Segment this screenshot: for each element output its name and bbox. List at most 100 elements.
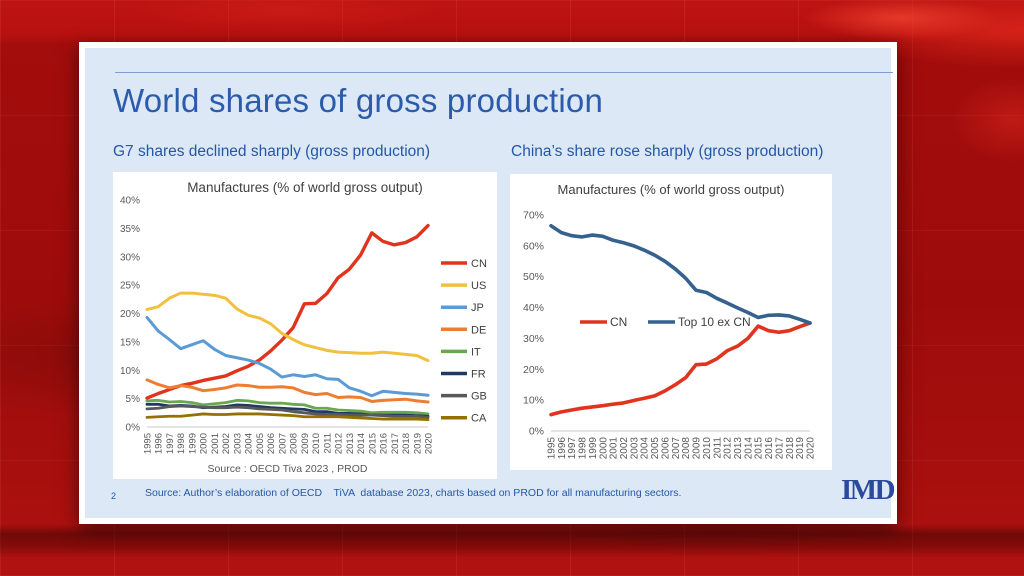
chart-title: Manufactures (% of world gross output) [187,180,423,195]
x-tick-label: 2017 [390,433,401,454]
chart-panel-china: Manufactures (% of world gross output) 0%… [510,174,832,470]
x-tick-label: 2008 [681,437,692,460]
series-line-DE [145,378,430,404]
subtitle-china: China’s share rose sharply (gross produc… [511,143,824,160]
page-number: 2 [111,491,117,501]
x-tick-label: 2014 [356,433,367,454]
series-line-CN [549,321,812,417]
y-tick-label: 20% [120,309,140,320]
x-tick-label: 1998 [578,437,589,460]
y-tick-label: 0% [126,423,141,434]
y-tick-label: 30% [120,252,140,263]
slide-card: World shares of gross production G7 shar… [79,42,897,524]
y-tick-label: 5% [126,394,141,405]
x-tick-label: 2011 [322,433,333,453]
x-tick-label: 2004 [244,433,255,454]
x-tick-label: 2003 [629,437,640,460]
x-tick-label: 2015 [367,433,378,454]
y-tick-label: 60% [523,240,544,252]
x-tick-label: 2003 [232,433,243,454]
series-line-CA [145,412,430,422]
x-tick-label: 2019 [795,437,806,460]
x-tick-label: 2007 [277,433,288,454]
x-tick-label: 1996 [154,433,165,454]
footer-source: Source: Author’s elaboration of OECD TiV… [145,487,682,499]
legend-label-JP: JP [471,302,484,314]
y-tick-label: 15% [120,337,140,348]
imd-logo: IMD [841,474,896,506]
x-tick-label: 1995 [143,433,154,454]
x-tick-label: 2015 [754,437,765,460]
series-line-GB [145,404,430,419]
chart-footnote: Source : OECD Tiva 2023 , PROD [208,463,368,475]
x-tick-label: 1997 [567,437,578,460]
x-tick-label: 2010 [311,433,322,454]
legend-label-GB: GB [471,391,487,403]
y-tick-label: 10% [120,366,140,377]
legend-label-IT: IT [471,346,481,358]
x-tick-label: 2006 [266,433,277,454]
x-tick-label: 2000 [598,437,609,460]
slide-body: World shares of gross production G7 shar… [85,48,896,518]
header-rule [115,72,893,73]
x-tick-label: 2011 [712,437,723,459]
x-tick-label: 1995 [547,437,558,460]
y-tick-label: 35% [120,224,140,235]
x-tick-label: 2001 [609,437,620,460]
y-tick-label: 0% [529,426,544,438]
y-tick-label: 70% [523,210,544,222]
x-tick-label: 2006 [660,437,671,460]
x-tick-label: 1999 [187,433,198,454]
x-tick-label: 2009 [692,437,703,460]
x-tick-label: 2004 [640,437,651,460]
x-tick-label: 1997 [165,433,176,454]
x-tick-label: 2002 [221,433,232,454]
x-tick-label: 2007 [671,437,682,460]
x-tick-label: 1998 [176,433,187,454]
legend-label-Top-10-ex-CN: Top 10 ex CN [678,315,751,329]
y-tick-label: 10% [523,395,544,407]
x-tick-label: 2020 [424,433,435,454]
chart-title: Manufactures (% of world gross output) [558,182,785,197]
y-tick-label: 40% [523,302,544,314]
x-tick-label: 2005 [650,437,661,460]
x-tick-label: 2002 [619,437,630,460]
legend-label-CA: CA [471,413,487,425]
x-tick-label: 2012 [723,437,734,460]
series-line-CN [145,223,430,400]
chart-panel-g7: Manufactures (% of world gross output) 0%… [113,172,497,479]
legend-label-DE: DE [471,324,486,336]
x-tick-label: 2020 [806,437,817,460]
x-tick-label: 2019 [412,433,423,454]
series-line-JP [145,315,430,398]
y-tick-label: 40% [120,196,140,207]
x-tick-label: 2013 [733,437,744,460]
x-tick-label: 2016 [764,437,775,460]
legend-label-US: US [471,280,486,292]
subtitle-g7: G7 shares declined sharply (gross produc… [113,143,431,160]
x-tick-label: 2018 [785,437,796,460]
x-tick-label: 1999 [588,437,599,460]
series-line-US [145,291,430,363]
x-tick-label: 2005 [255,433,266,454]
y-tick-label: 50% [523,271,544,283]
y-tick-label: 25% [120,281,140,292]
legend-label-CN: CN [610,315,627,329]
x-tick-label: 2000 [199,433,210,454]
x-tick-label: 2009 [300,433,311,454]
x-tick-label: 2017 [774,437,785,460]
legend-label-FR: FR [471,369,486,381]
slide-title: World shares of gross production [113,82,604,119]
y-tick-label: 20% [523,364,544,376]
legend-label-CN: CN [471,258,487,270]
series-line-Top-10-ex-CN [549,223,812,325]
x-tick-label: 2010 [702,437,713,460]
series-line-IT [145,398,430,416]
x-tick-label: 2016 [379,433,390,454]
x-tick-label: 2013 [345,433,356,454]
x-tick-label: 2008 [289,433,300,454]
g7-line-chart: Manufactures (% of world gross output) 0%… [120,180,487,475]
y-tick-label: 30% [523,333,544,345]
x-tick-label: 2014 [743,437,754,460]
china-line-chart: Manufactures (% of world gross output) 0%… [523,182,817,460]
